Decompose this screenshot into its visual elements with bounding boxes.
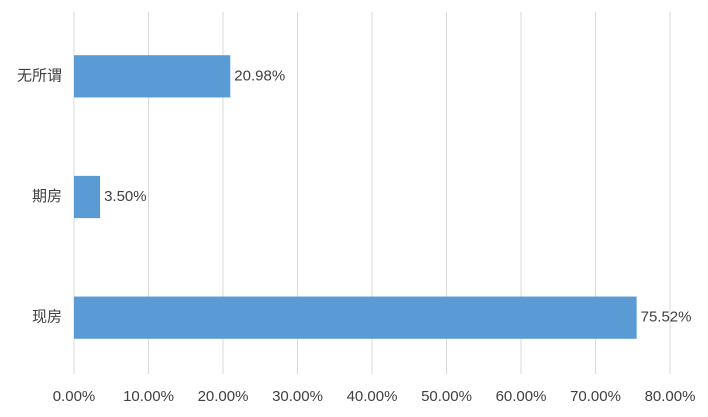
x-tick-label: 0.00% [53,388,96,405]
value-label: 3.50% [104,188,147,205]
y-tick-label: 期房 [32,188,62,205]
x-tick-label: 80.00% [645,388,696,405]
x-tick-label: 30.00% [272,388,323,405]
x-tick-label: 10.00% [123,388,174,405]
bar [74,175,101,219]
x-tick-label: 60.00% [496,388,547,405]
x-tick-label: 40.00% [347,388,398,405]
bar [74,55,231,98]
value-label: 20.98% [234,67,285,84]
y-tick-label: 无所谓 [17,67,62,84]
x-tick-label: 70.00% [570,388,621,405]
bar [74,296,637,339]
value-label: 75.52% [641,309,692,326]
x-tick-label: 50.00% [421,388,472,405]
x-tick-label: 20.00% [198,388,249,405]
y-tick-label: 现房 [32,309,62,326]
